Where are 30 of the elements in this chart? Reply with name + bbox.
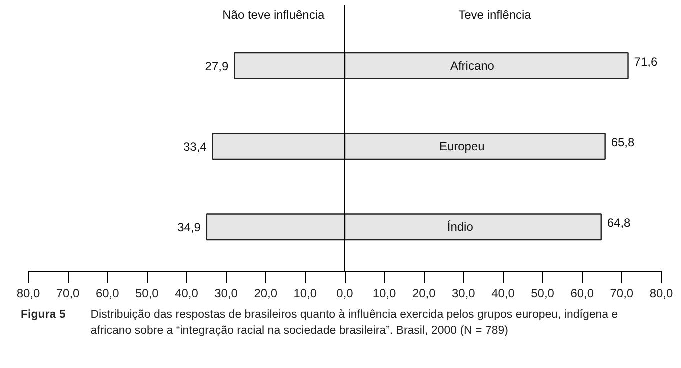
x-tick-label: 10,0 <box>372 286 397 300</box>
data-label: 71,6 <box>634 54 658 69</box>
x-tick-label: 10,0 <box>294 286 318 300</box>
data-label: 64,8 <box>607 216 632 230</box>
x-tick-label: 20,0 <box>412 286 436 300</box>
data-label: 65,8 <box>611 136 636 150</box>
x-tick-label: 30,0 <box>214 286 238 300</box>
x-tick-label: 80,0 <box>650 286 674 300</box>
y-tick-label: Africano <box>450 58 495 73</box>
y-tick-label: Europeu <box>439 140 485 154</box>
data-label: 33,4 <box>184 140 208 154</box>
x-tick-label: 30,0 <box>452 286 476 300</box>
x-tick-label: 20,0 <box>254 286 278 300</box>
x-tick-label: 60,0 <box>570 286 594 300</box>
x-tick-label: 40,0 <box>492 286 516 300</box>
x-tick-label: 40,0 <box>175 286 199 300</box>
x-tick-label: 80,0 <box>16 286 41 300</box>
x-tick-label: 50,0 <box>531 286 555 300</box>
x-tick-label: 60,0 <box>96 286 120 300</box>
y-tick-label: Índio <box>447 220 474 234</box>
text: Figura 5 <box>20 308 67 323</box>
x-tick-label: 70,0 <box>610 286 634 300</box>
x-tick-label: 50,0 <box>136 286 160 300</box>
text: Teve inflência <box>458 8 532 22</box>
data-label: 34,9 <box>178 220 202 235</box>
data-label: 27,9 <box>205 59 229 74</box>
text: Distribuição das respostas de brasileiros quanto à influência exercida pelos grupos europeu, indígena e africano sobre a “integração racial na sociedade brasileira”. Brasil, 2000 (N = 789) <box>90 308 620 340</box>
text: Não teve influência <box>222 8 325 22</box>
x-tick-label: 0,0 <box>336 286 354 300</box>
x-tick-label: 70,0 <box>56 286 80 300</box>
